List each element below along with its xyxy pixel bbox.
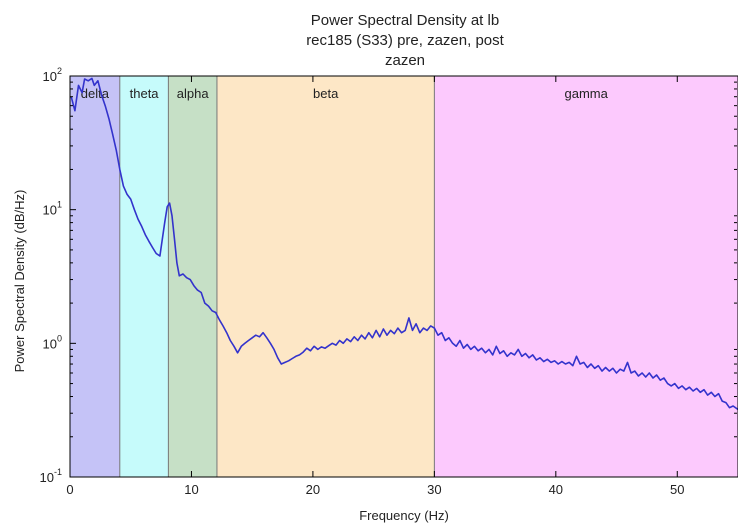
y-tick-exponent: 2 (57, 66, 62, 76)
band-label-beta: beta (313, 86, 339, 101)
y-tick-label: 102 (43, 66, 62, 84)
y-tick-exponent: 0 (57, 333, 62, 343)
band-label-gamma: gamma (565, 86, 609, 101)
y-tick-exponent: -1 (54, 467, 62, 477)
band-beta (216, 76, 435, 477)
band-label-delta: delta (81, 86, 110, 101)
band-gamma (434, 76, 738, 477)
y-tick-exponent: 1 (57, 200, 62, 210)
band-label-alpha: alpha (177, 86, 210, 101)
x-tick-label: 40 (549, 482, 563, 497)
chart-title: Power Spectral Density at lb rec185 (S33… (306, 12, 504, 69)
chart-title-line-2: rec185 (S33) pre, zazen, post (306, 32, 504, 49)
y-axis-label: Power Spectral Density (dB/Hz) (12, 190, 27, 373)
x-axis-label: Frequency (Hz) (359, 508, 449, 523)
band-label-theta: theta (130, 86, 160, 101)
plot-frame (69, 75, 738, 478)
x-axis: 0 10 20 30 40 50 (66, 76, 685, 497)
frequency-bands (70, 76, 738, 477)
chart-title-line-1: Power Spectral Density at lb (311, 12, 499, 29)
chart-title-line-3: zazen (385, 52, 425, 69)
band-delta (70, 76, 120, 477)
psd-series (70, 77, 738, 411)
y-tick-label: 101 (43, 200, 62, 218)
x-tick-label: 50 (670, 482, 684, 497)
x-tick-label: 10 (184, 482, 198, 497)
psd-line-0 (70, 77, 738, 411)
y-tick-label: 10-1 (40, 467, 62, 485)
x-tick-label: 30 (427, 482, 441, 497)
band-theta (119, 76, 169, 477)
x-tick-label: 0 (66, 482, 73, 497)
x-tick-label: 20 (306, 482, 320, 497)
y-tick-label: 100 (43, 333, 62, 351)
band-alpha (168, 76, 217, 477)
